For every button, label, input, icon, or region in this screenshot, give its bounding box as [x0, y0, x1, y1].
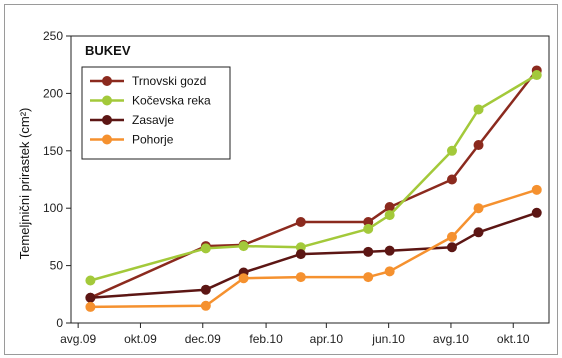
data-point	[384, 202, 395, 213]
legend-swatch-marker	[102, 134, 112, 145]
axes: 0 50 100 150 200 250 avg.09 okt.09 dec.09 feb.10 a…	[43, 29, 530, 346]
data-point	[85, 275, 96, 286]
x-tick-label: okt.09	[124, 332, 157, 346]
data-point	[473, 227, 484, 238]
data-point	[200, 284, 211, 295]
x-tick-label: avg.10	[433, 332, 469, 346]
x-tick-label: okt.10	[497, 332, 530, 346]
data-point	[446, 231, 457, 242]
chart-frame: 0 50 100 150 200 250 avg.09 okt.09 dec.09 feb.10 a…	[4, 4, 558, 355]
y-tick-label: 250	[43, 29, 63, 43]
data-point	[473, 140, 484, 151]
x-tick-label: jun.10	[371, 332, 405, 346]
data-point	[531, 70, 542, 81]
data-point	[200, 243, 211, 254]
plot-border	[70, 35, 550, 324]
y-tick-label: 150	[43, 144, 63, 158]
y-tick-label: 0	[56, 316, 63, 330]
legend: Trnovski gozd Kočevska reka Zasavje Pohorje	[81, 66, 231, 160]
legend-swatch-marker	[102, 95, 112, 106]
y-axis-label: Temeljnični prirastek (cm²)	[17, 108, 32, 260]
legend-label: Zasavje	[132, 113, 174, 127]
data-point	[473, 104, 484, 115]
y-tick-label: 50	[50, 259, 64, 273]
x-tick-label: avg.09	[60, 332, 96, 346]
legend-label: Trnovski gozd	[132, 74, 206, 88]
y-tick-label: 100	[43, 201, 63, 215]
data-point	[531, 207, 542, 218]
legend-swatch-marker	[102, 115, 112, 125]
legend-label: Kočevska reka	[132, 94, 211, 108]
data-point	[384, 245, 395, 256]
data-point	[295, 249, 306, 260]
data-point	[363, 246, 374, 257]
data-point	[238, 273, 249, 284]
y-tick-label: 200	[43, 86, 63, 100]
series-group	[85, 65, 542, 312]
data-point	[85, 292, 96, 303]
data-point	[363, 272, 374, 283]
data-point	[446, 145, 457, 156]
data-point	[446, 242, 457, 253]
data-point	[384, 266, 395, 277]
legend-label: Pohorje	[132, 133, 174, 147]
data-point	[200, 300, 211, 311]
legend-swatch-marker	[102, 76, 112, 86]
data-point	[531, 184, 542, 195]
x-tick-label: dec.09	[185, 332, 221, 346]
data-point	[295, 216, 306, 227]
data-point	[473, 203, 484, 214]
data-point	[384, 210, 395, 221]
data-point	[238, 241, 249, 252]
plot-area	[70, 35, 550, 324]
data-point	[363, 216, 374, 227]
series-line	[90, 188, 538, 309]
chart-title: BUKEV	[85, 43, 131, 58]
data-point	[295, 272, 306, 283]
data-point	[363, 223, 374, 234]
series-line	[90, 211, 538, 299]
line-chart: 0 50 100 150 200 250 avg.09 okt.09 dec.09 feb.10 a…	[17, 29, 550, 346]
data-point	[85, 301, 96, 312]
x-tick-label: feb.10	[249, 332, 283, 346]
data-point	[446, 174, 457, 185]
data-point	[295, 242, 306, 253]
x-tick-label: apr.10	[310, 332, 344, 346]
